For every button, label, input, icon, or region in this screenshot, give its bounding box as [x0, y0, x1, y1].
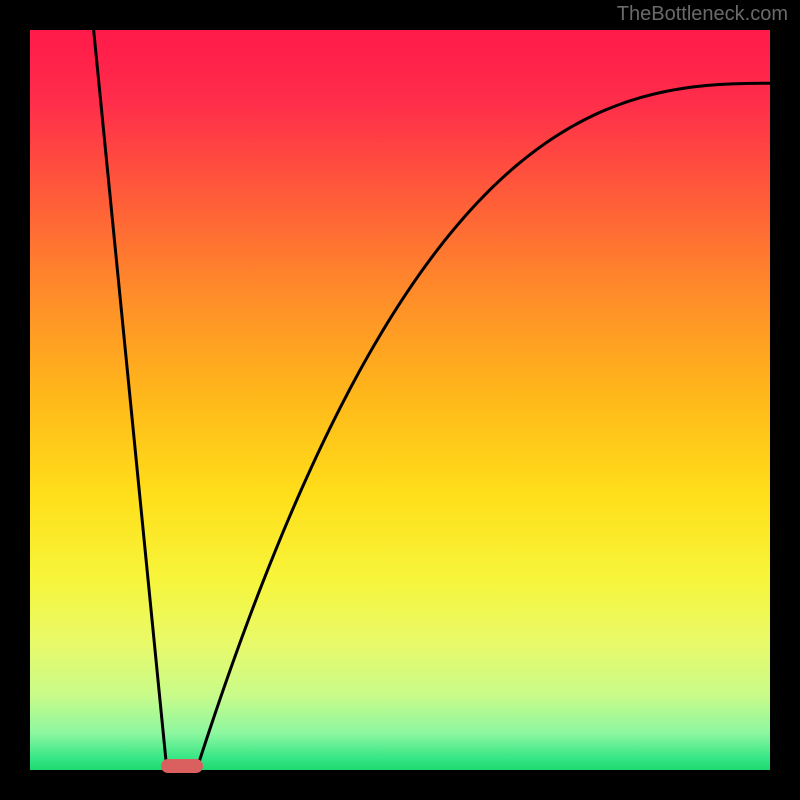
optimal-marker	[161, 759, 203, 773]
curve-right-branch	[197, 83, 771, 770]
plot-area	[30, 30, 770, 770]
watermark-text: TheBottleneck.com	[617, 3, 788, 26]
chart-container: TheBottleneck.com	[0, 0, 800, 800]
curve-left-branch	[94, 30, 167, 770]
curve-layer	[30, 30, 770, 770]
